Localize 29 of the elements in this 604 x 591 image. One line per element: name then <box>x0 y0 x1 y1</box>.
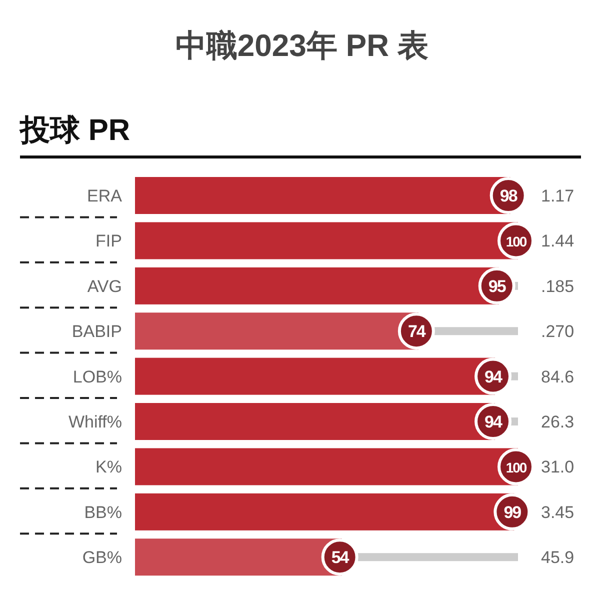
data-label: 100 <box>506 460 528 476</box>
y-tick-label: ERA <box>87 186 123 206</box>
data-label: 95 <box>488 276 506 296</box>
text: .185 <box>541 276 574 296</box>
data-label: 98 <box>500 186 518 206</box>
text: .270 <box>541 322 574 342</box>
y-tick-label: BABIP <box>72 322 122 342</box>
data-label: 94 <box>484 367 504 386</box>
text: 45.9 <box>541 548 574 568</box>
y-tick-label: AVG <box>87 276 122 296</box>
data-label: 100 <box>506 234 528 250</box>
data-label: 54 <box>331 548 350 568</box>
y-tick-label: BB% <box>84 502 122 522</box>
text: 3.45 <box>541 502 574 522</box>
text: 84.6 <box>541 367 574 386</box>
chart-title: 中職2023年 PR 表 <box>175 28 429 63</box>
text: 1.17 <box>541 186 574 206</box>
text: 26.3 <box>541 412 574 432</box>
data-label: 74 <box>408 322 426 342</box>
data-label: 99 <box>504 502 522 522</box>
y-tick-label: FIP <box>96 232 122 251</box>
data-label: 94 <box>484 412 504 432</box>
chart-subtitle: 投球 PR <box>19 114 130 147</box>
y-tick-label: K% <box>96 458 122 477</box>
text: 31.0 <box>541 458 574 477</box>
y-tick-label: GB% <box>82 548 122 568</box>
y-tick-label: Whiff% <box>68 412 122 432</box>
y-tick-label: LOB% <box>72 367 122 386</box>
text: 1.44 <box>541 232 574 251</box>
